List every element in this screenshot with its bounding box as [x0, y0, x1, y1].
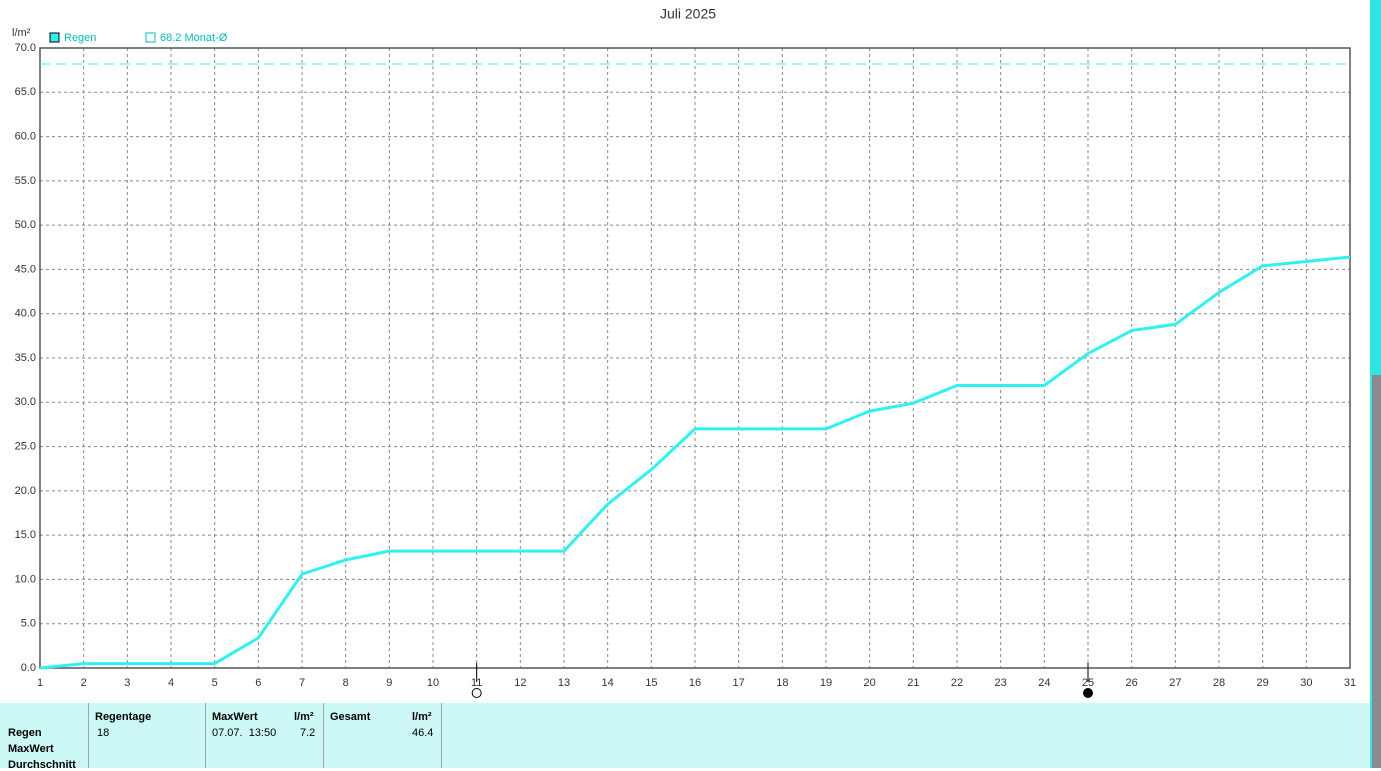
unit: l/m²: [412, 711, 432, 723]
row-label: MaxWert: [8, 743, 54, 755]
legend-label: Regen: [64, 32, 96, 44]
y-tick-label: 55.0: [15, 175, 36, 187]
x-tick-label: 7: [299, 677, 305, 689]
x-tick-label: 11: [471, 677, 482, 689]
unit: l/m²: [294, 711, 314, 723]
x-tick-label: 12: [514, 677, 526, 689]
x-tick-label: 4: [168, 677, 174, 689]
x-tick-label: 6: [255, 677, 261, 689]
moon-phase: [471, 688, 482, 698]
x-tick-label: 29: [1257, 677, 1269, 689]
header: Regentage: [95, 711, 152, 723]
plot-frame: [39, 47, 1351, 669]
x-tick-label: 20: [864, 677, 876, 689]
x-tick-label: 14: [602, 677, 614, 689]
chart-title: Juli 2025: [660, 6, 716, 22]
x-tick-label: 13: [558, 677, 570, 689]
x-tick-label: 27: [1169, 677, 1181, 689]
summary-panel: Regen MaxWert Durchschnitt Regentage 18 …: [0, 703, 1370, 771]
separator: [88, 703, 89, 768]
cell: 46.4: [412, 727, 434, 739]
chart: Juli 2025 l/m² Regen 68.2 Monat-Ø 0.0 5.0…: [12, 6, 1356, 698]
x-tick-label: 19: [820, 677, 832, 689]
x-tick-label: 25: [1082, 677, 1094, 689]
x-tick-label: 30: [1300, 677, 1312, 689]
x-tick-label: 1: [37, 677, 43, 689]
moon-phase: [1083, 688, 1093, 698]
y-tick-label: 70.0: [15, 42, 36, 54]
separator: [441, 703, 442, 768]
x-tick-label: 15: [645, 677, 657, 689]
header: Gesamt: [330, 711, 371, 723]
x-tick-label: 28: [1213, 677, 1225, 689]
y-tick-label: 25.0: [15, 440, 36, 452]
y-tick-label: 60.0: [15, 130, 36, 142]
row-label: Durchschnitt: [8, 759, 76, 771]
legend-swatch: [49, 32, 60, 43]
x-tick-label: 8: [343, 677, 349, 689]
x-tick-label: 10: [427, 677, 439, 689]
separator: [205, 703, 206, 768]
x-tick-label: 24: [1038, 677, 1050, 689]
cell: 18: [97, 727, 110, 739]
y-tick-label: 35.0: [15, 352, 36, 364]
x-tick-label: 26: [1126, 677, 1138, 689]
x-tick-label: 2: [81, 677, 87, 689]
x-tick-label: 31: [1344, 677, 1356, 689]
y-tick-label: 45.0: [15, 263, 36, 275]
cell: 7.2: [300, 727, 316, 739]
y-tick-label: 30.0: [15, 396, 36, 408]
series-line: [39, 255, 1351, 670]
x-tick-label: 22: [951, 677, 963, 689]
y-tick-label: 20.0: [15, 485, 36, 497]
y-tick-label: 40.0: [15, 308, 36, 320]
x-tick-label: 18: [776, 677, 788, 689]
x-tick-label: 5: [212, 677, 218, 689]
x-tick-label: 16: [689, 677, 701, 689]
y-tick-label: 65.0: [15, 86, 36, 98]
x-tick-label: 17: [733, 677, 745, 689]
side-image: [1372, 375, 1381, 768]
y-unit: l/m²: [12, 27, 31, 39]
x-tick-label: 23: [995, 677, 1007, 689]
header: MaxWert: [212, 711, 258, 723]
y-tick-label: 50.0: [15, 219, 36, 231]
y-tick-label: 15.0: [15, 529, 36, 541]
separator: [323, 703, 324, 768]
x-tick-label: 3: [124, 677, 130, 689]
y-tick-label: 10.0: [15, 573, 36, 585]
legend-swatch: [145, 32, 156, 43]
cell: 07.07. 13:50: [212, 727, 277, 739]
legend-label: 68.2 Monat-Ø: [160, 32, 228, 44]
row-label: Regen: [8, 727, 42, 739]
x-tick-label: 9: [386, 677, 392, 689]
y-tick-label: 5.0: [21, 618, 36, 630]
y-tick-label: 0.0: [21, 662, 36, 674]
x-tick-label: 21: [907, 677, 919, 689]
